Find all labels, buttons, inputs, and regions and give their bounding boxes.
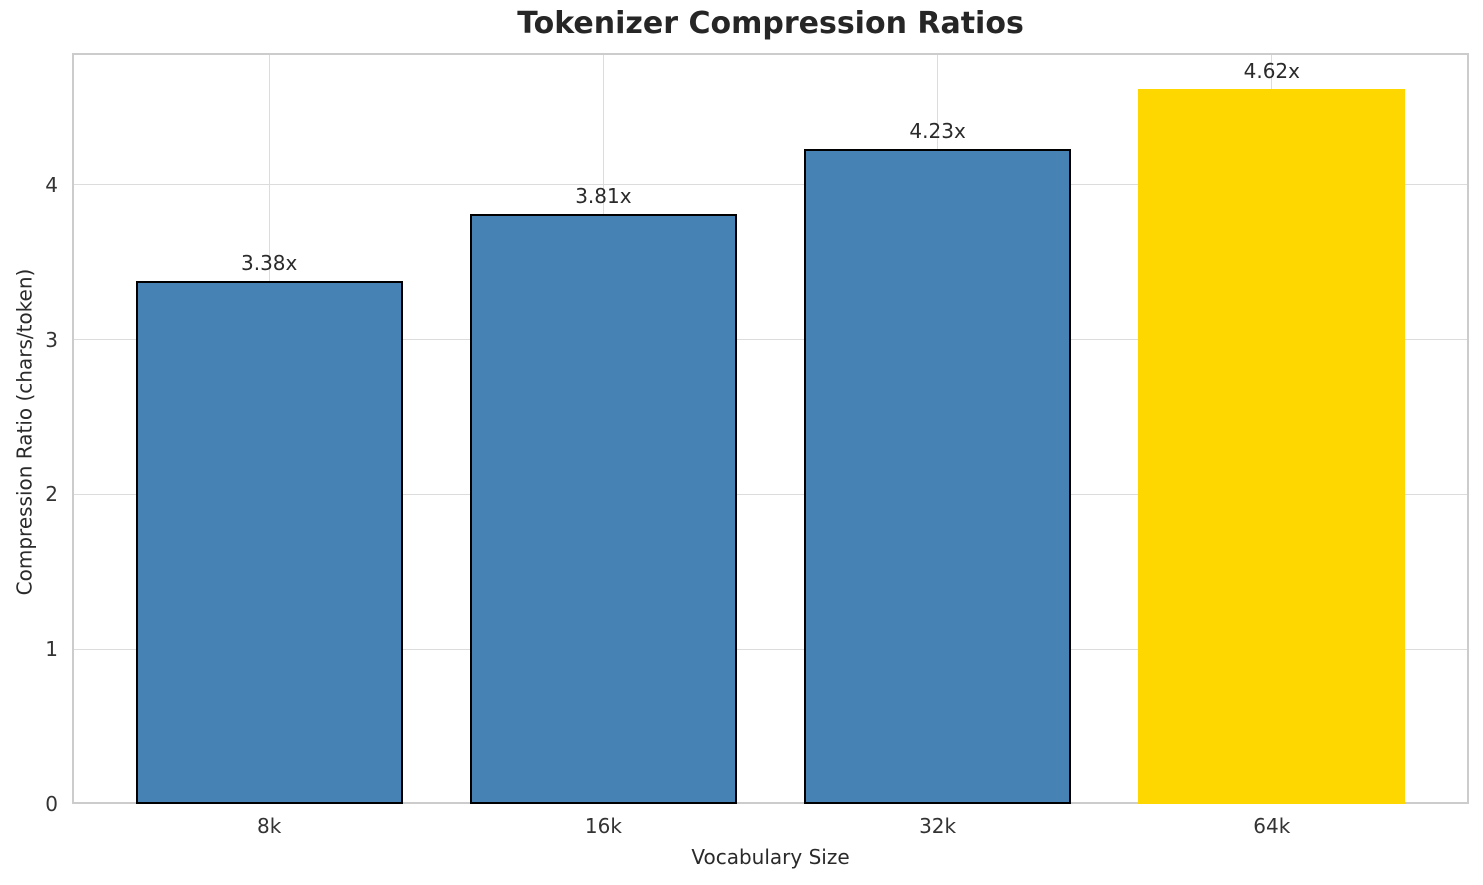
x-axis-label: Vocabulary Size [691, 845, 850, 869]
y-tick-label: 1 [45, 637, 58, 662]
y-tick-label: 3 [45, 327, 58, 352]
spine-top [72, 53, 1469, 55]
y-axis-label: Compression Ratio (chars/token) [12, 268, 37, 596]
gridline-h [72, 184, 1469, 186]
bar-value-label: 3.81x [575, 184, 632, 209]
x-tick-label: 32k [919, 814, 957, 838]
gridline-h [72, 339, 1469, 341]
bar-16k [469, 214, 738, 804]
x-tick-label: 8k [257, 814, 282, 838]
bar-64k [1138, 88, 1406, 804]
bar-8k [135, 280, 403, 804]
chart-title: Tokenizer Compression Ratios [517, 6, 1024, 41]
spine-left [72, 53, 74, 804]
gridline-h [72, 493, 1469, 495]
spine-bottom [72, 802, 1469, 804]
y-tick-label: 4 [45, 172, 58, 197]
spine-right [1467, 53, 1469, 804]
y-tick-label: 2 [45, 482, 58, 507]
gridline-h [72, 648, 1469, 650]
y-tick-label: 0 [45, 792, 58, 816]
x-tick-label: 16k [584, 814, 622, 838]
x-tick-label: 64k [1253, 814, 1291, 838]
bar-value-label: 4.62x [1243, 58, 1300, 83]
bar-value-label: 4.23x [909, 119, 966, 144]
bar-value-label: 3.38x [240, 250, 298, 275]
plot-area: 3.38x 3.81x 4.23x 4.62x [72, 53, 1469, 804]
bar-32k [803, 149, 1072, 804]
